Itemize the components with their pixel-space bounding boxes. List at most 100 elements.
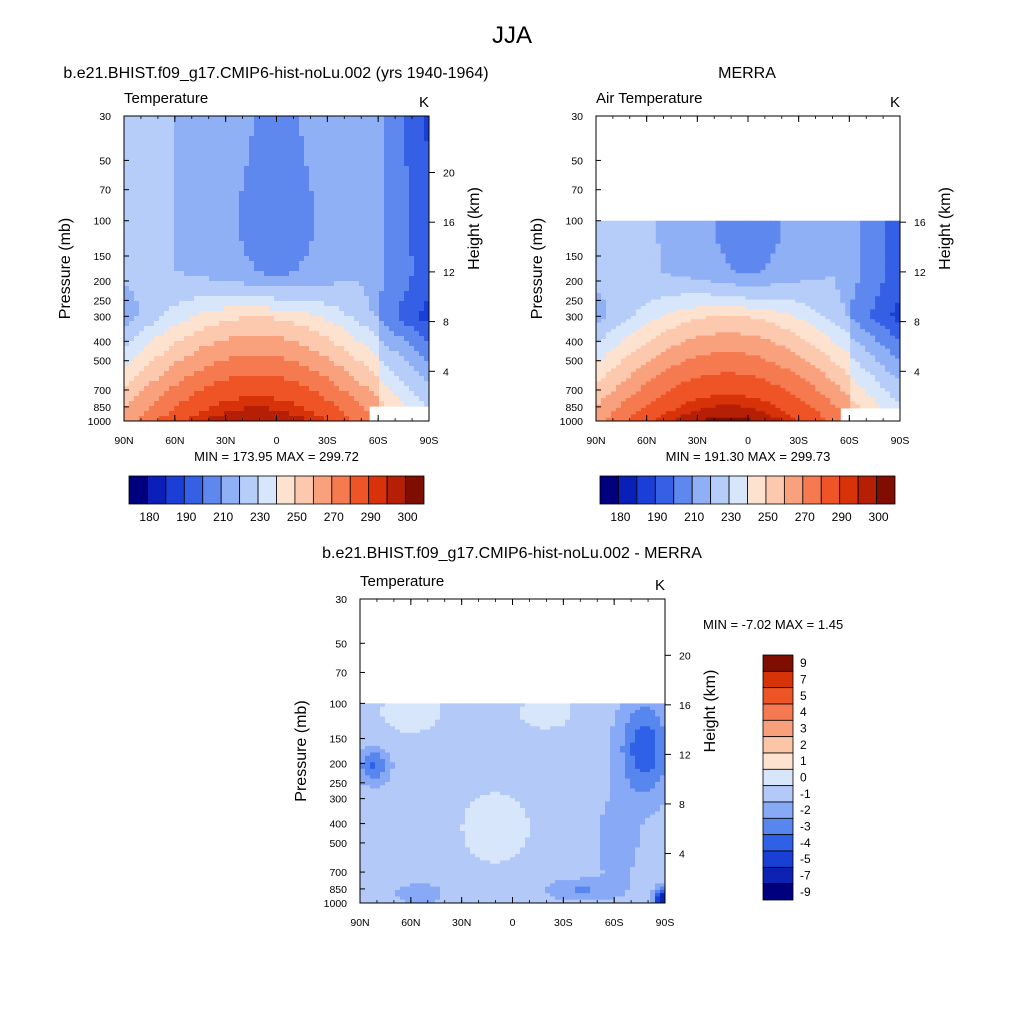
contour-cell	[224, 271, 230, 277]
contour-cell	[384, 176, 390, 182]
contour-cell	[179, 291, 185, 297]
contour-cell	[214, 121, 220, 127]
contour-cell	[164, 406, 170, 412]
contour-cell	[800, 256, 806, 261]
contour-cell	[369, 156, 375, 162]
contour-cell	[359, 301, 365, 307]
contour-cell	[289, 171, 295, 177]
contour-cell	[369, 281, 375, 287]
contour-cell	[229, 391, 235, 397]
contour-cell	[399, 251, 405, 257]
contour-cell	[384, 246, 390, 252]
contour-cell	[605, 227, 612, 232]
contour-cell	[369, 326, 375, 332]
contour-cell	[159, 411, 165, 417]
contour-cell	[665, 220, 672, 225]
contour-cell	[319, 281, 325, 287]
contour-cell	[219, 311, 225, 317]
contour-cell	[144, 301, 150, 307]
contour-cell	[409, 291, 415, 297]
contour-cell	[414, 201, 420, 207]
contour-cell	[354, 151, 360, 157]
contour-cell	[209, 246, 215, 252]
contour-cell	[399, 376, 405, 382]
contour-cell	[314, 171, 320, 177]
contour-cell	[264, 346, 270, 352]
contour-cell	[596, 269, 602, 274]
contour-cell	[229, 231, 235, 237]
contour-cell	[670, 253, 677, 258]
contour-cell	[319, 241, 325, 247]
contour-cell	[244, 176, 250, 182]
contour-cell	[264, 131, 270, 137]
contour-cell	[895, 246, 900, 251]
contour-cell	[259, 236, 265, 242]
contour-cell	[229, 396, 235, 402]
contour-cell	[409, 261, 415, 267]
contour-cell	[144, 361, 150, 367]
contour-cell	[419, 316, 425, 322]
contour-cell	[274, 156, 280, 162]
contour-cell	[364, 291, 370, 297]
contour-cell	[169, 251, 175, 257]
contour-cell	[164, 226, 170, 232]
contour-cell	[735, 256, 742, 261]
contour-cell	[424, 221, 429, 227]
contour-cell	[134, 311, 140, 317]
contour-cell	[615, 279, 622, 284]
contour-cell	[690, 263, 697, 268]
contour-cell	[274, 236, 280, 242]
contour-cell	[294, 346, 300, 352]
contour-cell	[394, 286, 400, 292]
contour-cell	[189, 141, 195, 147]
contour-cell	[419, 301, 425, 307]
contour-cell	[364, 156, 370, 162]
contour-cell	[369, 146, 375, 152]
contour-cell	[795, 250, 801, 255]
contour-cell	[159, 261, 165, 267]
colorbar-swatch	[220, 475, 241, 505]
contour-cell	[124, 191, 130, 197]
contour-cell	[199, 131, 205, 137]
contour-cell	[735, 276, 742, 281]
contour-cell	[229, 336, 235, 342]
contour-cell	[374, 201, 380, 207]
contour-cell	[329, 256, 335, 262]
contour-cell	[294, 161, 300, 167]
contour-cell	[259, 241, 265, 247]
contour-cell	[695, 260, 702, 264]
contour-cell	[740, 237, 747, 242]
contour-cell	[129, 351, 135, 357]
contour-cell	[374, 321, 380, 327]
contour-cell	[329, 276, 335, 282]
contour-cell	[129, 191, 135, 197]
contour-cell	[354, 331, 360, 337]
contour-cell	[419, 131, 425, 137]
contour-cell	[865, 246, 871, 251]
contour-cell	[159, 226, 165, 232]
contour-cell	[229, 281, 235, 287]
contour-cell	[610, 246, 617, 251]
contour-cell	[254, 156, 260, 162]
contour-cell	[596, 260, 602, 264]
contour-cell	[289, 181, 295, 187]
contour-cell	[329, 286, 335, 292]
contour-cell	[615, 246, 622, 251]
contour-cell	[249, 186, 255, 192]
contour-cell	[139, 241, 145, 247]
contour-cell	[780, 260, 786, 264]
contour-cell	[379, 326, 385, 332]
contour-cell	[399, 206, 405, 212]
contour-cell	[179, 201, 185, 207]
contour-cell	[139, 371, 145, 377]
contour-cell	[715, 269, 722, 274]
contour-cell	[409, 381, 415, 387]
contour-cell	[264, 176, 270, 182]
contour-cell	[249, 166, 255, 172]
contour-cell	[129, 391, 135, 397]
contour-cell	[409, 231, 415, 237]
contour-cell	[740, 260, 747, 264]
contour-cell	[349, 366, 355, 372]
contour-cell	[139, 331, 145, 337]
contour-cell	[324, 281, 330, 287]
